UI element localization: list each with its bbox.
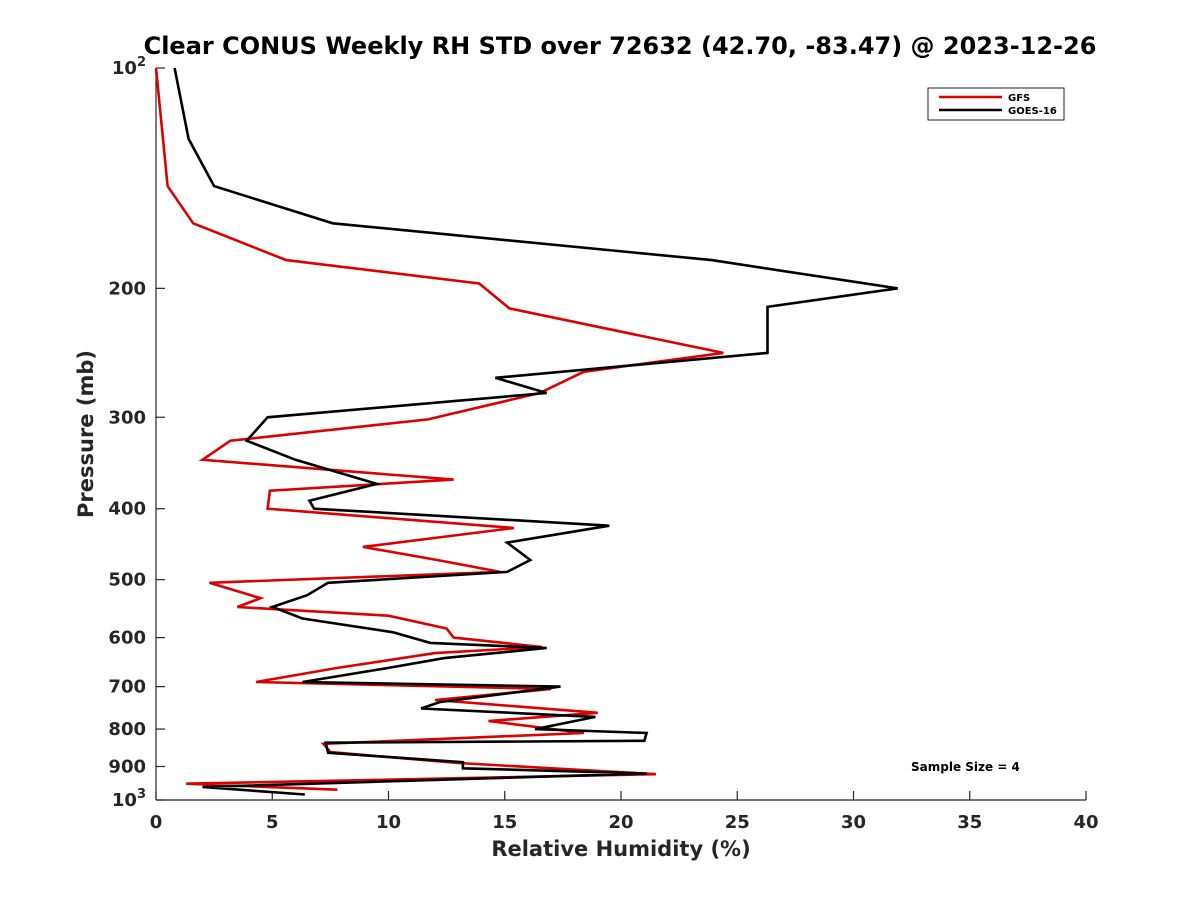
- y-tick-label-base: 900: [108, 757, 146, 778]
- legend-label-goes16: GOES-16: [1008, 106, 1057, 117]
- x-ticks: 0 5 10 15 20 25 30 35 40: [150, 791, 1099, 833]
- series-line-goes16: [173, 67, 898, 796]
- y-tick-label: 500: [108, 570, 146, 591]
- x-tick-label: 0: [150, 812, 163, 833]
- y-tick-label-base: 700: [108, 677, 146, 698]
- y-tick-label-base: 10: [112, 790, 137, 811]
- y-tick-label: 600: [108, 628, 146, 649]
- y-tick-label: 300: [108, 407, 146, 428]
- y-axis-label: Pressure (mb): [74, 350, 98, 518]
- x-tick-label: 10: [376, 812, 401, 833]
- y-tick-label-base: 400: [108, 499, 146, 520]
- y-tick-label-exponent: 3: [137, 787, 146, 802]
- y-tick-label: 800: [108, 719, 146, 740]
- y-tick-label-base: 500: [108, 570, 146, 591]
- y-tick-label: 400: [108, 499, 146, 520]
- series-group: [154, 67, 898, 796]
- legend-label-gfs: GFS: [1008, 93, 1030, 104]
- y-tick-label-base: 10: [112, 58, 137, 79]
- y-tick-label: 102: [112, 55, 146, 79]
- x-tick-label: 5: [266, 812, 279, 833]
- legend-box: [927, 87, 1065, 121]
- x-tick-label: 35: [957, 812, 982, 833]
- sample-size-annotation: Sample Size = 4: [911, 760, 1020, 774]
- x-tick-label: 25: [725, 812, 750, 833]
- series-line-gfs: [154, 67, 724, 791]
- y-tick-label-base: 300: [108, 407, 146, 428]
- legend: GFS GOES-16: [927, 87, 1065, 121]
- y-tick-label-base: 800: [108, 719, 146, 740]
- y-tick-label: 700: [108, 677, 146, 698]
- y-tick-label: 200: [108, 278, 146, 299]
- chart-title: Clear CONUS Weekly RH STD over 72632 (42…: [144, 32, 1097, 60]
- y-tick-label-base: 200: [108, 278, 146, 299]
- y-tick-label: 103: [112, 787, 146, 811]
- x-tick-label: 15: [492, 812, 517, 833]
- x-tick-label: 40: [1073, 812, 1098, 833]
- y-tick-label-exponent: 2: [137, 55, 146, 70]
- y-tick-label-base: 600: [108, 628, 146, 649]
- x-axis-label: Relative Humidity (%): [491, 837, 750, 861]
- x-tick-label: 30: [841, 812, 866, 833]
- x-tick-label: 20: [608, 812, 633, 833]
- y-tick-label: 900: [108, 757, 146, 778]
